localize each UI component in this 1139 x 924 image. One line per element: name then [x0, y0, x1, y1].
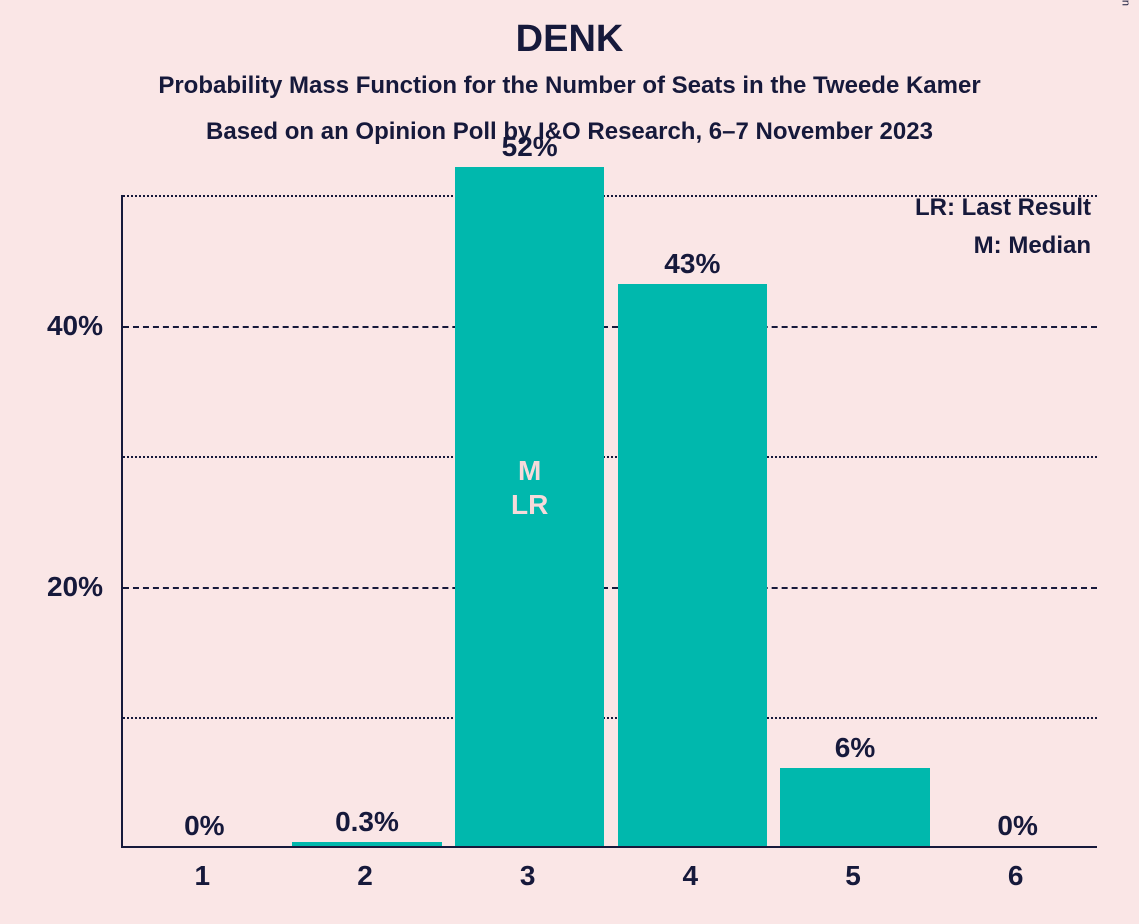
chart-title: DENK	[0, 18, 1139, 61]
gridline-minor	[123, 195, 1097, 197]
plot-area: LR: Last ResultM: Median 0%0.3%52%43%6%0…	[121, 195, 1097, 848]
ytick-label: 20%	[0, 571, 103, 603]
bar-value-label: 0.3%	[286, 806, 449, 838]
bar	[618, 284, 768, 846]
gridline-major	[123, 587, 1097, 589]
bar-value-label: 52%	[448, 131, 611, 163]
bar	[780, 768, 930, 846]
legend: LR: Last ResultM: Median	[915, 189, 1091, 266]
xtick-label: 6	[934, 860, 1097, 892]
gridline-minor	[123, 717, 1097, 719]
xtick-label: 3	[446, 860, 609, 892]
ytick-label: 40%	[0, 310, 103, 342]
chart-subtitle-1: Probability Mass Function for the Number…	[0, 72, 1139, 100]
bar-value-label: 43%	[611, 248, 774, 280]
bar-value-label: 0%	[123, 810, 286, 842]
bar	[292, 842, 442, 846]
chart-credit: © 2023 Filip van Laenen	[1119, 0, 1131, 6]
xtick-label: 1	[121, 860, 284, 892]
bar-value-label: 6%	[774, 732, 937, 764]
bar-value-label: 0%	[936, 810, 1099, 842]
chart-canvas: DENK Probability Mass Function for the N…	[0, 0, 1139, 924]
gridline-major	[123, 326, 1097, 328]
legend-line: M: Median	[915, 227, 1091, 265]
xtick-label: 2	[284, 860, 447, 892]
xtick-label: 4	[609, 860, 772, 892]
bar-annotation: MLR	[448, 454, 611, 521]
xtick-label: 5	[772, 860, 935, 892]
